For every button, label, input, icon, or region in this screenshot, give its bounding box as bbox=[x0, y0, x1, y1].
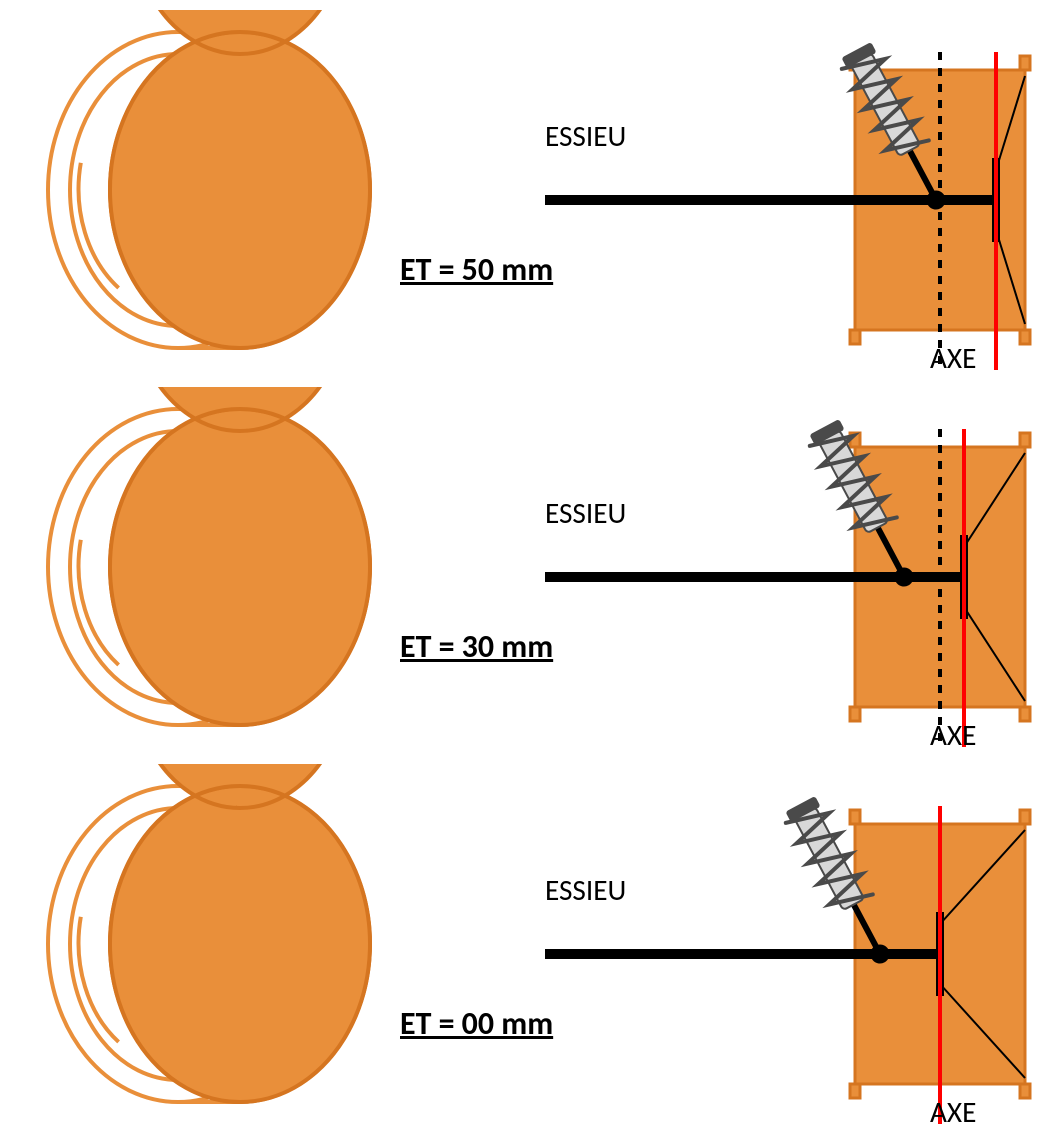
row-et50: ET = 50 mmESSIEUAXE bbox=[0, 0, 1047, 377]
wheel-3d-view bbox=[30, 10, 390, 375]
row-et30: ET = 30 mmESSIEUAXE bbox=[0, 377, 1047, 754]
wheel-cross-section bbox=[525, 764, 1045, 1129]
axe-label: AXE bbox=[930, 340, 976, 376]
wheel-cross-section bbox=[525, 387, 1045, 752]
row-et00: ET = 00 mmESSIEUAXE bbox=[0, 754, 1047, 1131]
wheel-3d-view bbox=[30, 764, 390, 1129]
axe-label: AXE bbox=[930, 1094, 976, 1130]
wheel-3d-view bbox=[30, 387, 390, 752]
wheel-cross-section bbox=[525, 10, 1045, 375]
axe-label: AXE bbox=[930, 717, 976, 753]
